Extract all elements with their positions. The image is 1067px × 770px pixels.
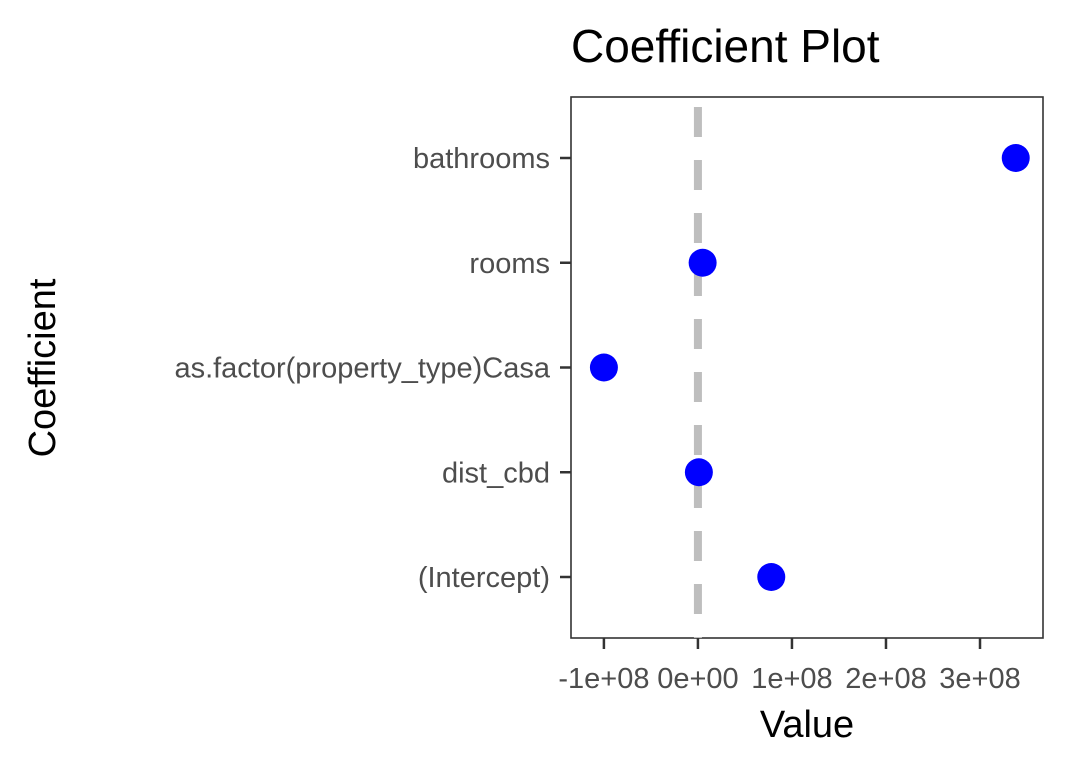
y-tick-label: bathrooms xyxy=(413,143,550,175)
points-layer xyxy=(589,144,1030,591)
data-point xyxy=(757,563,786,591)
x-tick-label: 3e+08 xyxy=(939,663,1020,695)
plot-panel xyxy=(570,96,1044,639)
y-tick-label: dist_cbd xyxy=(442,457,550,489)
x-tick-label: 2e+08 xyxy=(845,663,926,695)
x-tick-label: -1e+08 xyxy=(558,663,649,695)
x-tick-label: 0e+00 xyxy=(657,663,738,695)
x-tick-label: 1e+08 xyxy=(751,663,832,695)
y-tick-label: as.factor(property_type)Casa xyxy=(174,353,550,385)
x-axis-title: Value xyxy=(760,704,854,746)
y-tick-label: (Intercept) xyxy=(418,562,550,594)
chart-title: Coefficient Plot xyxy=(571,20,880,72)
data-point xyxy=(1001,144,1030,172)
data-point xyxy=(589,353,618,382)
data-point xyxy=(688,248,717,277)
x-axis: -1e+08 0e+00 1e+08 2e+08 3e+08 xyxy=(558,638,1021,695)
y-tick-label: rooms xyxy=(469,248,550,280)
y-axis-title: Coefficient xyxy=(22,278,64,457)
data-point xyxy=(684,458,713,487)
y-axis: bathrooms rooms as.factor(property_type)Ca… xyxy=(174,143,571,594)
